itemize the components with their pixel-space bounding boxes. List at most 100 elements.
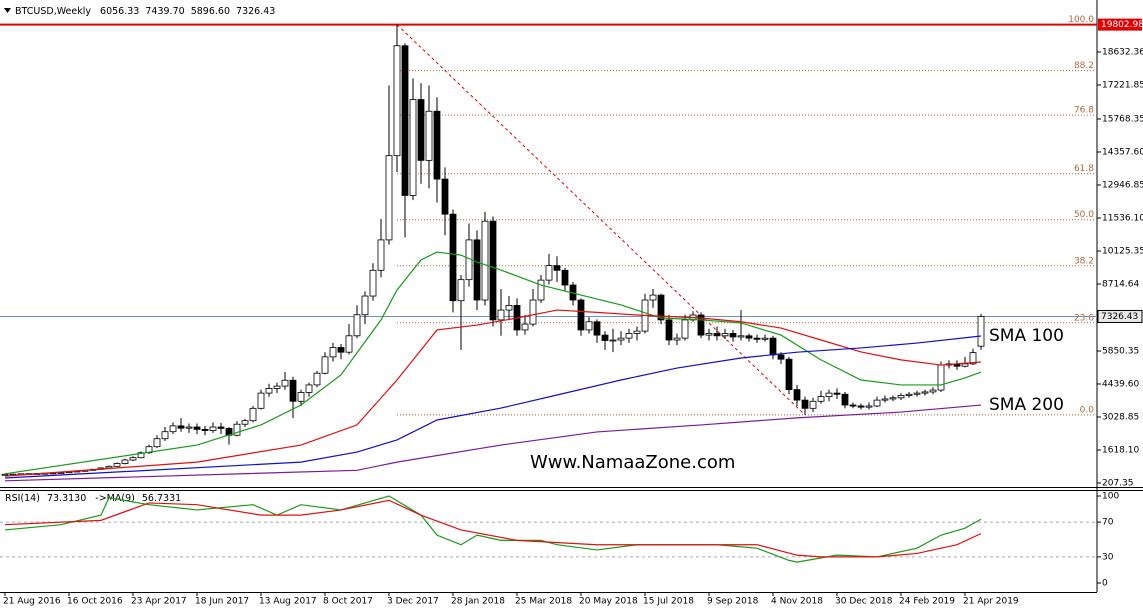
rsi-tick-label: 100 [1102, 492, 1119, 502]
candle-body [681, 319, 689, 339]
candle-body [905, 393, 913, 396]
candle-body [441, 178, 449, 215]
rsi-line [4, 499, 982, 558]
y-tick-label: 14357.60 [1102, 147, 1143, 157]
x-tick-label: 23 Apr 2017 [131, 597, 187, 607]
candle-body [297, 392, 305, 402]
candle-body [649, 294, 657, 301]
candle-body [249, 407, 257, 422]
candle-body [721, 333, 729, 337]
candle-body [857, 405, 865, 408]
x-tick-label: 3 Dec 2017 [387, 597, 439, 607]
high-price-label: 19802.98 [1101, 20, 1143, 30]
candle-body [129, 457, 137, 461]
candle-body [697, 314, 705, 336]
fib-level-label: 38.2 [1074, 256, 1094, 266]
candle-body [209, 426, 217, 431]
candle-body [401, 45, 409, 196]
y-tick-label: 15768.35 [1102, 115, 1143, 125]
candle-body [657, 294, 665, 321]
candle-body [329, 347, 337, 358]
candle-body [601, 334, 609, 341]
candle-body [305, 384, 313, 393]
candle-body [817, 396, 825, 402]
candle-body [545, 265, 553, 281]
candle-body [809, 400, 817, 409]
fib-level-label: 0.0 [1080, 405, 1095, 415]
candle-body [673, 337, 681, 341]
candle-body [449, 213, 457, 302]
high: 7439.70 [145, 6, 184, 17]
candle-body [625, 333, 633, 339]
fib-level-label: 100.0 [1068, 15, 1094, 25]
x-tick-label: 25 Mar 2018 [515, 597, 572, 607]
candle-body [161, 431, 169, 440]
candle-body [353, 314, 361, 337]
fib-level-label: 50.0 [1074, 210, 1094, 220]
candle-body [505, 304, 513, 311]
candle-body [889, 397, 897, 400]
y-tick-label: 3028.85 [1102, 412, 1139, 422]
candle-body [761, 337, 769, 340]
candle-body [785, 358, 793, 390]
candle-body [409, 99, 417, 196]
candle-body [897, 395, 905, 399]
y-tick-label: 5850.35 [1102, 346, 1139, 356]
rsi-value: 73.3130 [47, 493, 86, 504]
fib-level-label: 76.8 [1074, 106, 1094, 116]
candle-body [233, 423, 241, 436]
y-tick-label: 11536.10 [1102, 213, 1143, 223]
moving-average-label: SMA 200 [989, 395, 1064, 415]
fib-level-label: 88.2 [1074, 61, 1094, 71]
x-tick-label: 21 Aug 2016 [3, 597, 61, 607]
candle-body [361, 295, 369, 316]
price-label: 7326.43 [1101, 312, 1138, 322]
rsi-name: RSI(14) [5, 493, 40, 504]
candle-body [177, 425, 185, 429]
candle-body [345, 335, 353, 353]
candle-body [537, 279, 545, 301]
candle-body [561, 269, 569, 286]
x-tick-label: 16 Oct 2016 [67, 597, 123, 607]
rsi-tick-label: 0 [1102, 579, 1108, 589]
high-price-tag [1098, 18, 1142, 31]
x-tick-label: 8 Oct 2017 [323, 597, 373, 607]
candle-body [337, 347, 345, 353]
candle-body [241, 420, 249, 425]
candle-body [713, 333, 721, 337]
candle-body [425, 110, 433, 161]
candle-body [313, 372, 321, 386]
moving-average [4, 335, 982, 479]
candle-body [705, 333, 713, 336]
candle-body [609, 339, 617, 342]
candle-body [665, 319, 673, 341]
menu-arrow[interactable] [4, 8, 11, 13]
candle-body [193, 426, 201, 430]
candle-body [745, 335, 753, 339]
candle-body [977, 316, 985, 347]
candle-body [729, 333, 737, 338]
candle-body [457, 279, 465, 302]
candle-body [481, 220, 489, 301]
candle-body [377, 239, 385, 271]
x-tick-label: 24 Feb 2019 [899, 597, 955, 607]
candle-body [769, 337, 777, 356]
y-tick-label: 8714.64 [1102, 279, 1139, 289]
candle-body [257, 392, 265, 409]
rsi-tick-label: 70 [1102, 518, 1114, 528]
fib-level-label: 23.6 [1074, 313, 1094, 323]
candle-body [169, 425, 177, 433]
candle-body [825, 392, 833, 398]
y-tick-label: 12946.85 [1102, 180, 1143, 190]
candle-body [969, 352, 977, 365]
price-tag [1097, 309, 1143, 323]
y-tick-label: 17221.85 [1102, 81, 1143, 91]
candle-body [841, 393, 849, 406]
y-tick-label: 18632.36 [1102, 48, 1143, 58]
fib-level-label: 61.8 [1074, 164, 1094, 174]
x-tick-label: 18 Jun 2017 [195, 597, 249, 607]
rsi-line [4, 495, 982, 563]
candle-body [369, 269, 377, 297]
candle-body [873, 399, 881, 407]
candle-body [849, 404, 857, 407]
